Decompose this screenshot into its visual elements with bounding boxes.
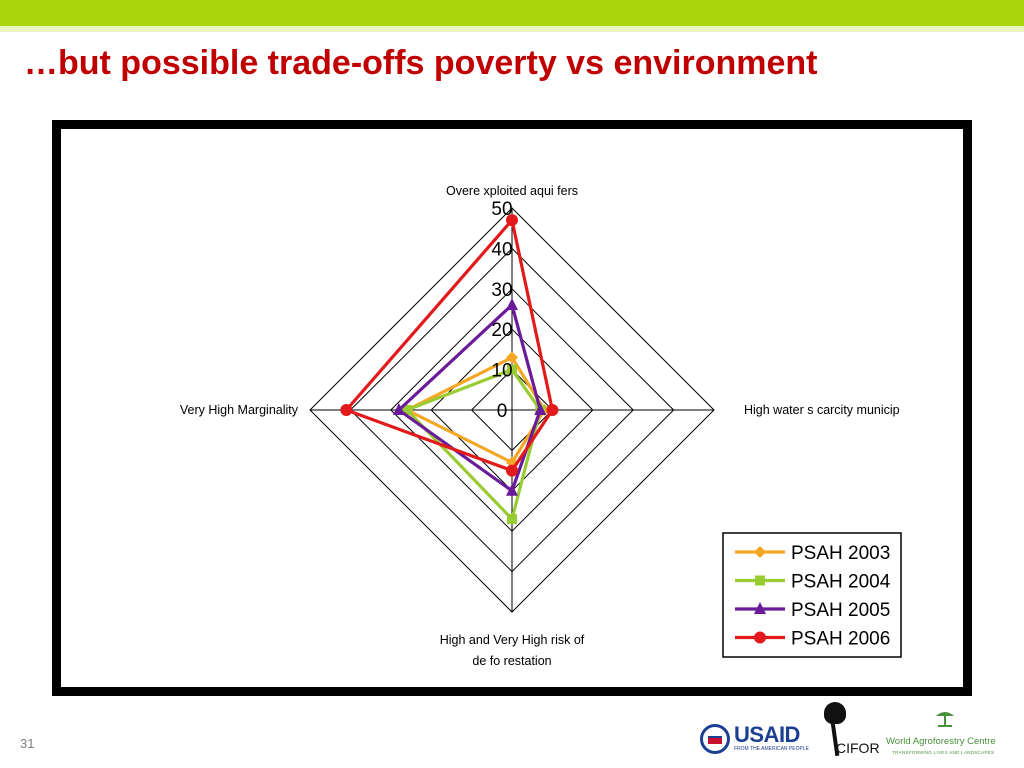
usaid-logo: USAID FROM THE AMERICAN PEOPLE [696, 722, 816, 758]
usaid-logo-subtext: FROM THE AMERICAN PEOPLE [734, 746, 809, 752]
tick-label: 0 [497, 401, 508, 422]
icraf-logo: World Agroforestry Centre TRANSFORMING L… [886, 708, 1012, 762]
radar-grid [309, 207, 715, 613]
axis-label-bottom-line: de fo restation [472, 654, 551, 668]
legend-label: PSAH 2004 [791, 572, 891, 593]
legend-label: PSAH 2005 [791, 600, 890, 621]
legend-item: PSAH 2004 [735, 572, 891, 593]
axis-label-bottom-line: High and Very High risk of [440, 633, 585, 647]
top-accent-line [0, 26, 1024, 32]
legend-item: PSAH 2005 [735, 600, 890, 621]
chart-frame: Overe xploited aqui fers High water s car… [52, 120, 972, 696]
legend-item: PSAH 2003 [735, 543, 890, 564]
data-point [507, 364, 517, 375]
tick-label: 40 [491, 239, 512, 260]
cifor-logo: CIFOR [818, 700, 880, 762]
data-point [546, 404, 559, 416]
axis-label-right: High water s carcity municip [744, 403, 900, 417]
data-point [506, 214, 518, 227]
axis-label-left: Very High Marginality [180, 403, 299, 417]
data-point [506, 483, 518, 496]
data-point [755, 575, 765, 586]
axis-label-bottom: High and Very High risk of de fo restatio… [440, 633, 585, 668]
icraf-logo-subtext: TRANSFORMING LIVES AND LANDSCAPES [892, 750, 995, 755]
tick-label: 20 [491, 320, 512, 341]
data-point [401, 405, 412, 415]
data-point [507, 514, 517, 525]
data-point [754, 546, 766, 558]
chart-area: Overe xploited aqui fers High water s car… [61, 129, 963, 687]
tick-label: 10 [491, 361, 512, 382]
radar-chart: Overe xploited aqui fers High water s car… [180, 184, 902, 668]
legend-label: PSAH 2003 [791, 543, 890, 564]
partner-logos: USAID FROM THE AMERICAN PEOPLE CIFOR Wor… [696, 700, 1012, 762]
axis-label-top: Overe xploited aqui fers [446, 184, 578, 198]
data-point [754, 602, 766, 614]
data-point [392, 403, 405, 415]
radar-axis-labels: Overe xploited aqui fers High water s car… [180, 184, 900, 668]
series-line [397, 303, 542, 493]
axis-label-right-line: High water s carcity municip [744, 403, 900, 417]
usaid-seal-icon [700, 724, 730, 754]
cifor-tree-icon [824, 702, 846, 724]
data-point [340, 404, 353, 416]
data-point [506, 351, 518, 364]
slide-title: …but possible trade-offs poverty vs envi… [24, 44, 818, 82]
usaid-logo-text: USAID [734, 722, 800, 747]
chart-legend: PSAH 2003 PSAH 2004 PSAH 2005 PSAH 2006 [722, 532, 902, 658]
axis-label-left-line: Very High Marginality [180, 403, 299, 417]
series-psah-2006 [340, 214, 559, 477]
legend-label: PSAH 2006 [791, 629, 890, 650]
slide-number: 31 [20, 736, 35, 751]
series-psah-2005 [392, 297, 547, 496]
radar-tick-labels: 0 10 20 30 40 50 [491, 199, 512, 422]
radar-series [340, 214, 559, 525]
top-accent-bar [0, 0, 1024, 26]
data-point [506, 297, 518, 310]
data-point [506, 464, 518, 477]
axis-label-top-line: Overe xploited aqui fers [446, 184, 578, 198]
icraf-logo-text: World Agroforestry Centre [886, 736, 996, 747]
tick-label: 30 [491, 280, 512, 301]
legend-item: PSAH 2006 [735, 629, 890, 650]
data-point [534, 403, 547, 415]
data-point [754, 631, 766, 644]
icraf-tree-icon [936, 712, 954, 727]
cifor-logo-text: CIFOR [836, 740, 880, 756]
tick-label: 50 [491, 199, 512, 220]
